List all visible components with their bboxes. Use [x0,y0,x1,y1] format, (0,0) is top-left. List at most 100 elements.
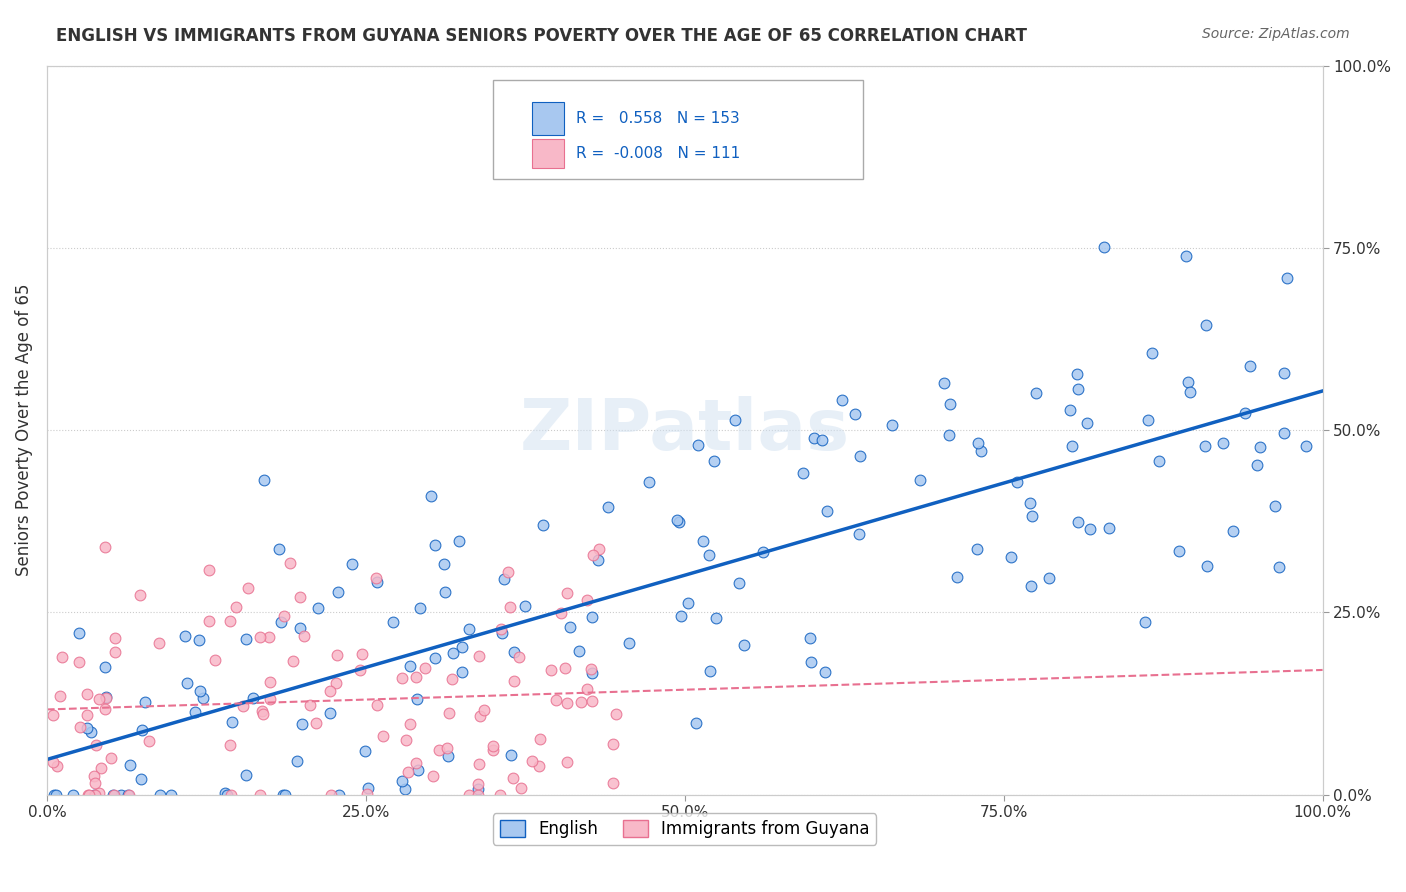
Point [49,690,72,704]
Point [356,787,378,801]
Point [671,608,693,623]
Point [1067,516,1090,530]
Point [550,606,572,620]
Point [84,788,107,802]
Point [467,777,489,791]
Point [932,376,955,390]
Point [93,541,115,555]
Point [554,661,576,675]
Point [219,738,242,752]
Point [408,601,430,615]
Point [250,704,273,718]
Point [291,717,314,731]
Point [1025,386,1047,401]
Point [349,663,371,677]
Point [104,645,127,659]
Text: ZIPatlas: ZIPatlas [520,396,849,465]
Point [131,723,153,738]
Point [1174,249,1197,263]
Point [422,769,444,783]
Point [83,775,105,789]
Point [449,534,471,549]
Point [394,782,416,797]
Point [398,717,420,731]
Point [395,733,418,747]
Point [491,622,513,636]
Point [405,692,427,706]
Point [42,755,65,769]
Point [270,615,292,629]
Point [436,741,458,756]
Point [467,781,489,796]
Point [391,671,413,685]
Point [238,581,260,595]
Point [84,738,107,752]
Point [373,729,395,743]
Point [319,788,342,802]
Point [423,650,446,665]
Point [1239,359,1261,374]
Point [555,696,578,710]
Point [131,772,153,786]
Point [45,788,67,802]
Point [546,693,568,707]
Point [503,645,526,659]
Point [290,590,312,604]
Point [51,649,73,664]
Point [1194,318,1216,333]
Point [118,758,141,772]
Point [62,788,84,802]
Point [588,541,610,556]
Point [69,720,91,734]
Point [252,707,274,722]
Point [576,592,599,607]
Point [354,744,377,758]
Point [482,739,505,754]
Point [235,632,257,647]
Point [292,629,315,643]
Point [433,557,456,571]
Point [231,699,253,714]
FancyBboxPatch shape [494,80,863,178]
Point [468,756,491,771]
Point [405,670,427,684]
Point [215,788,238,802]
Point [938,428,960,442]
Point [685,715,707,730]
Point [441,673,464,687]
Point [880,417,903,432]
Point [1092,240,1115,254]
Point [1066,367,1088,381]
Point [67,656,90,670]
Point [183,705,205,719]
Point [581,610,603,624]
Point [242,691,264,706]
Point [496,566,519,580]
Point [325,676,347,690]
Point [697,548,720,562]
Point [104,631,127,645]
Point [457,788,479,802]
Point [499,600,522,615]
Point [728,576,751,591]
Point [249,630,271,644]
Point [602,737,624,751]
Point [117,788,139,802]
Point [792,466,814,480]
Point [366,698,388,713]
Point [83,769,105,783]
Point [101,788,124,802]
Point [560,620,582,634]
Text: R =  -0.008   N = 111: R = -0.008 N = 111 [576,145,741,161]
Point [221,714,243,729]
Point [352,647,374,661]
Point [1147,454,1170,468]
Point [89,691,111,706]
Point [468,648,491,663]
Point [198,614,221,628]
Point [396,764,419,779]
Point [1178,384,1201,399]
Point [491,626,513,640]
Point [844,407,866,421]
Point [1136,413,1159,427]
